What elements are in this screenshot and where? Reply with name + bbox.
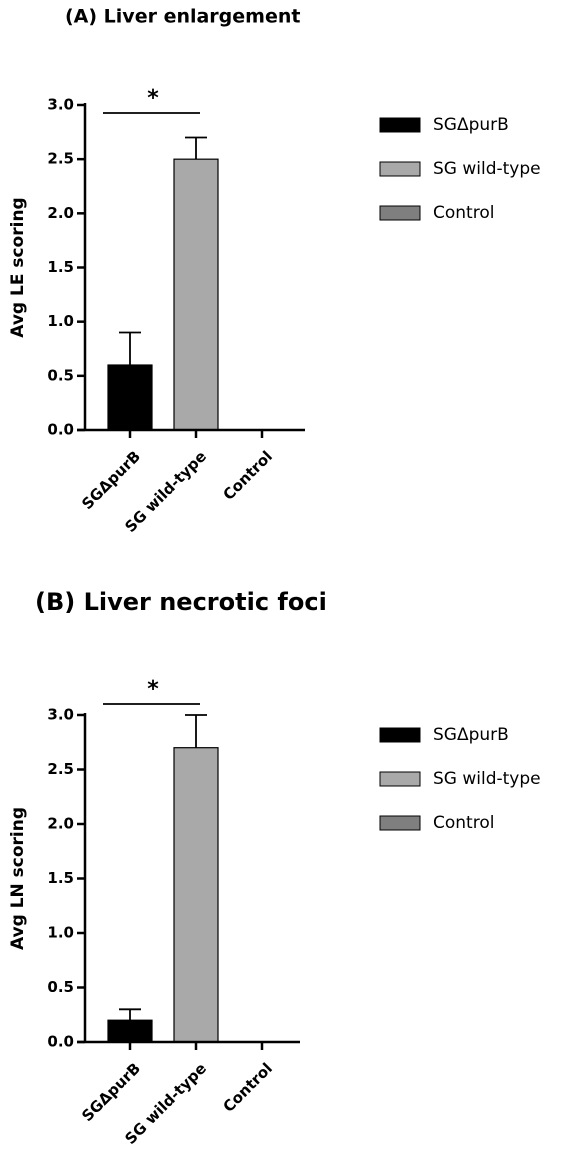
legend-label: SGΔpurB xyxy=(433,115,509,135)
y-tick-label: 1.5 xyxy=(47,869,74,887)
y-axis-label: Avg LE scoring xyxy=(8,197,28,337)
y-axis-label: Avg LN scoring xyxy=(8,807,28,950)
y-tick-label: 1.0 xyxy=(47,312,74,330)
x-tick-label: Control xyxy=(219,447,276,504)
legend-label: SG wild-type xyxy=(433,769,541,789)
x-tick-label: SGΔpurB xyxy=(78,1059,144,1125)
bar xyxy=(107,1019,153,1043)
y-tick-label: 2.0 xyxy=(47,204,74,222)
chart-title: (A) Liver enlargement xyxy=(65,6,300,28)
bar xyxy=(173,747,219,1043)
bar xyxy=(173,158,219,431)
x-tick-label: SGΔpurB xyxy=(78,447,144,513)
legend-label: SG wild-type xyxy=(433,159,541,179)
y-tick-label: 3.0 xyxy=(47,706,74,724)
chart-title: (B) Liver necrotic foci xyxy=(35,588,327,616)
legend-swatch xyxy=(379,161,421,177)
legend-swatch xyxy=(379,771,421,787)
legend-label: SGΔpurB xyxy=(433,725,509,745)
y-tick-label: 1.5 xyxy=(47,258,74,276)
legend-swatch xyxy=(379,205,421,221)
y-tick-label: 0.5 xyxy=(47,366,74,384)
y-tick-label: 0.0 xyxy=(47,1033,74,1051)
y-tick-label: 0.0 xyxy=(47,421,74,439)
y-tick-label: 3.0 xyxy=(47,96,74,114)
y-tick-label: 2.0 xyxy=(47,815,74,833)
y-tick-label: 2.5 xyxy=(47,150,74,168)
legend-swatch xyxy=(379,117,421,133)
legend-label: Control xyxy=(433,813,494,833)
legend-swatch xyxy=(379,815,421,831)
y-tick-label: 2.5 xyxy=(47,760,74,778)
y-tick-label: 0.5 xyxy=(47,978,74,996)
x-tick-label: Control xyxy=(219,1059,276,1116)
bar xyxy=(107,364,153,431)
legend-swatch xyxy=(379,727,421,743)
significance-label: * xyxy=(147,86,159,111)
y-tick-label: 1.0 xyxy=(47,924,74,942)
legend-label: Control xyxy=(433,203,494,223)
significance-label: * xyxy=(147,677,159,702)
